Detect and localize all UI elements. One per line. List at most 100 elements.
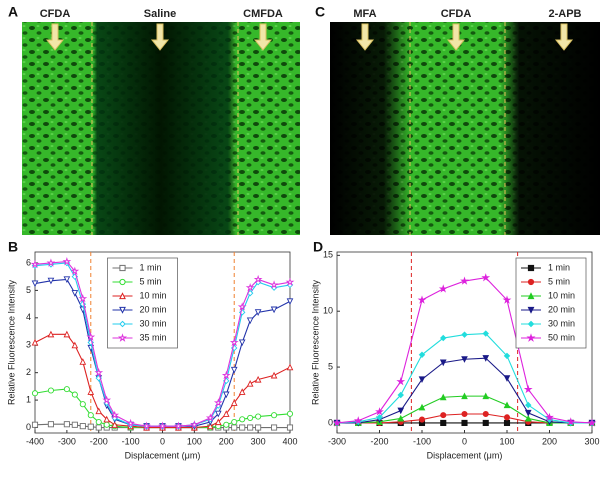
data-point [482,392,490,400]
series-line [337,395,592,424]
data-point [461,356,468,363]
data-point [418,376,426,383]
x-tick-label: 200 [219,436,234,446]
data-point [103,421,110,428]
data-point [418,403,426,411]
legend-marker [117,333,128,342]
data-point [31,338,39,346]
data-point [71,391,78,398]
x-tick-label: -100 [122,436,140,446]
y-tick-label: 0 [328,417,333,427]
legend-label: 1 min [548,262,570,272]
legend-marker [119,264,126,272]
data-point [255,413,262,420]
data-point [286,363,294,371]
data-point [214,410,222,418]
data-point [269,280,279,289]
data-point [482,410,489,418]
legend-box [107,257,178,349]
legend-label: 50 min [548,332,575,342]
data-point [222,391,230,399]
legend-marker [527,264,535,272]
data-point [230,399,238,406]
data-point [397,391,404,399]
arrow-label: MFA [353,8,376,20]
data-point [189,420,199,429]
data-point [79,423,86,430]
data-point [47,277,55,285]
data-point [142,421,151,430]
data-point [482,419,489,426]
data-point [254,309,262,316]
legend-label: 10 min [140,290,167,300]
image-a [22,22,300,235]
data-point [397,414,405,422]
data-point [71,421,78,428]
x-tick-label: 100 [499,436,514,446]
data-point [440,334,447,342]
data-point [205,413,215,422]
data-point [47,421,54,428]
legend-marker [119,292,126,300]
data-point [63,330,71,338]
legend-marker [119,320,126,328]
data-point [79,358,87,365]
arrow-label: CFDA [441,8,472,20]
y-tick-label: 15 [323,250,333,260]
data-point [222,410,230,417]
data-point [439,359,447,367]
data-point [482,330,489,337]
legend-marker [119,306,126,314]
data-point [503,401,511,409]
y-tick-label: 1 [26,394,31,404]
x-tick-label: -200 [370,436,388,446]
data-point [285,277,295,286]
panel-label: C [315,4,325,20]
legend-marker [526,333,536,342]
legend-marker [527,306,535,314]
data-point [229,337,239,347]
data-point [213,398,223,407]
data-point [461,392,468,400]
y-tick-label: 3 [26,340,31,350]
data-point [87,423,94,430]
legend-label: 30 min [140,318,167,328]
data-point [353,416,363,425]
arrow-label: Saline [144,8,176,20]
legend-label: 30 min [548,318,575,328]
x-tick-label: -100 [413,436,431,446]
legend-label: 10 min [548,290,575,300]
legend-marker [527,320,535,328]
data-point [587,418,597,427]
y-axis-label: Relative Fluorescence Intensity [310,279,320,405]
data-point [271,424,278,431]
data-point [482,355,490,362]
panel-label: D [313,239,323,255]
x-tick-label: -300 [328,436,346,446]
x-tick-label: 0 [160,436,165,446]
arrow-label: CFDA [40,8,71,20]
y-tick-label: 0 [26,422,31,432]
data-point [231,418,238,426]
x-tick-label: 100 [187,436,202,446]
data-point [70,266,80,275]
data-point [332,418,342,427]
data-point [79,401,86,408]
data-point [87,412,94,419]
legend-marker [527,278,535,286]
data-point [253,274,263,284]
data-point [418,416,426,423]
data-point [254,375,262,383]
data-point [438,284,448,293]
data-point [62,256,72,266]
data-point [31,390,39,397]
x-tick-label: 300 [251,436,266,446]
legend-marker [119,278,126,286]
data-point [545,412,554,422]
data-point [87,388,95,395]
data-point [206,422,214,430]
data-point [246,380,254,387]
data-point [47,330,55,338]
data-point [94,368,104,377]
